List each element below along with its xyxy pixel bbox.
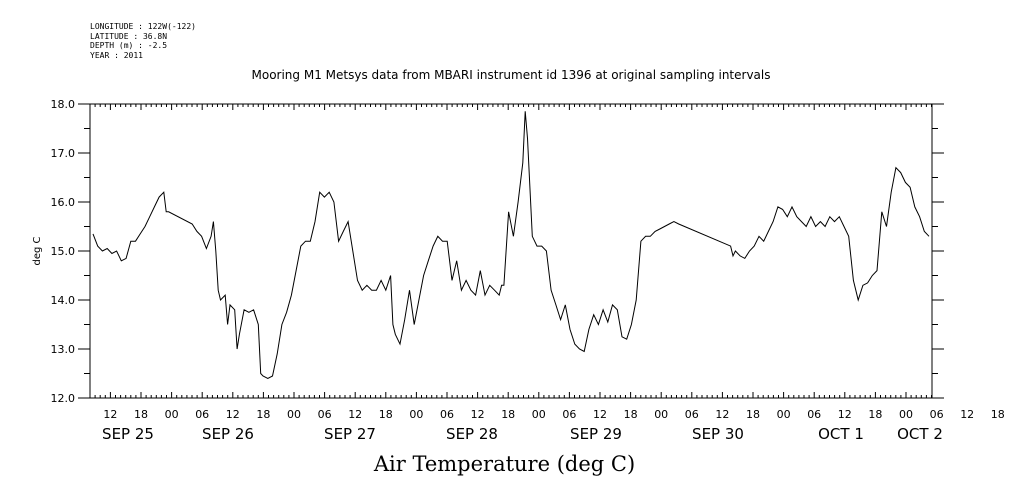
y-tick-label: 13.0 — [51, 343, 76, 356]
x-hour-label: 00 — [287, 408, 301, 421]
x-date-label: SEP 27 — [324, 425, 376, 443]
y-tick-label: 18.0 — [51, 98, 76, 111]
y-axis-label: deg C — [32, 236, 43, 265]
x-hour-label: 06 — [562, 408, 576, 421]
x-hour-label: 06 — [685, 408, 699, 421]
x-hour-label: 06 — [195, 408, 209, 421]
meta-latitude: LATITUDE : 36.8N — [90, 31, 168, 41]
meta-depth: DEPTH (m) : -2.5 — [90, 41, 168, 50]
x-date-label: SEP 30 — [692, 425, 744, 443]
x-hour-label: 18 — [868, 408, 882, 421]
y-tick-label: 17.0 — [51, 147, 76, 160]
x-hour-label: 12 — [593, 408, 607, 421]
x-hour-label: 00 — [899, 408, 913, 421]
x-hour-label: 18 — [256, 408, 270, 421]
x-hour-label: 00 — [409, 408, 423, 421]
x-axis-label: Air Temperature (deg C) — [373, 452, 636, 476]
x-date-label: SEP 26 — [202, 425, 254, 443]
y-tick-label: 12.0 — [51, 392, 76, 405]
series-line-air-temperature — [92, 111, 930, 379]
x-hour-label: 06 — [807, 408, 821, 421]
x-hour-label: 12 — [838, 408, 852, 421]
x-hour-label: 18 — [991, 408, 1005, 421]
x-date-label: OCT 2 — [897, 425, 943, 443]
x-hour-label: 18 — [501, 408, 515, 421]
x-hour-label: 12 — [715, 408, 729, 421]
x-hour-label: 06 — [318, 408, 332, 421]
x-hour-label: 18 — [134, 408, 148, 421]
x-hour-label: 00 — [777, 408, 791, 421]
x-hour-label: 06 — [930, 408, 944, 421]
x-hour-label: 18 — [746, 408, 760, 421]
x-hour-label: 12 — [471, 408, 485, 421]
x-hour-label: 00 — [654, 408, 668, 421]
x-hour-label: 18 — [379, 408, 393, 421]
chart-title: Mooring M1 Metsys data from MBARI instru… — [251, 68, 771, 82]
x-hour-label: 06 — [440, 408, 454, 421]
x-hour-label: 12 — [103, 408, 117, 421]
y-tick-label: 14.0 — [51, 294, 76, 307]
x-hour-label: 00 — [165, 408, 179, 421]
x-date-label: OCT 1 — [818, 425, 864, 443]
y-tick-label: 15.0 — [51, 245, 76, 258]
metadata-block: LONGITUDE : 122W(-122) LATITUDE : 36.8N … — [90, 22, 196, 60]
meta-longitude: LONGITUDE : 122W(-122) — [90, 22, 196, 31]
x-date-label: SEP 25 — [102, 425, 154, 443]
y-tick-label: 16.0 — [51, 196, 76, 209]
x-hour-label: 18 — [624, 408, 638, 421]
x-date-label: SEP 28 — [446, 425, 498, 443]
x-hour-label: 12 — [348, 408, 362, 421]
x-hour-label: 12 — [226, 408, 240, 421]
x-hour-label: 00 — [532, 408, 546, 421]
meta-year: YEAR : 2011 — [90, 50, 143, 60]
x-date-label: SEP 29 — [570, 425, 622, 443]
x-hour-label: 12 — [960, 408, 974, 421]
